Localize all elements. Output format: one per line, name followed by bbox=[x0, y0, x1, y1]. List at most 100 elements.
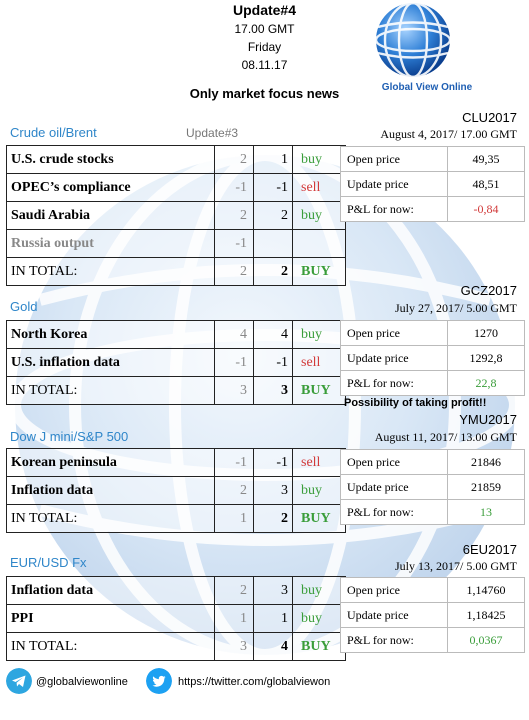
signal: BUY bbox=[292, 376, 346, 405]
signal: buy bbox=[292, 201, 346, 230]
gold-price-table: Open price 1270 Update price 1292,8 P&L fo… bbox=[340, 320, 525, 396]
table-row: North Korea 4 4 buy bbox=[6, 320, 346, 349]
contract-code: YMU2017 bbox=[459, 412, 517, 427]
current-score: 1 bbox=[253, 145, 293, 174]
section-title-dow-j: Dow J mini/S&P 500 bbox=[10, 429, 129, 444]
pl-value: 13 bbox=[447, 499, 525, 525]
telegram-icon[interactable] bbox=[6, 668, 32, 694]
open-price-value: 49,35 bbox=[447, 146, 525, 172]
pl-label: P&L for now: bbox=[340, 196, 448, 222]
open-price-label: Open price bbox=[340, 320, 448, 346]
section-title-eur-usd: EUR/USD Fx bbox=[10, 555, 87, 570]
previous-score: 1 bbox=[214, 604, 254, 633]
table-row: Russia output -1 bbox=[6, 229, 346, 258]
update-price-value: 21859 bbox=[447, 474, 525, 500]
current-score: 3 bbox=[253, 476, 293, 505]
gold-indicator-table: North Korea 4 4 buy U.S. inflation data … bbox=[6, 320, 346, 405]
update-date: 08.11.17 bbox=[241, 58, 288, 72]
signal: buy bbox=[292, 576, 346, 605]
open-price-value: 21846 bbox=[447, 449, 525, 475]
open-price-value: 1270 bbox=[447, 320, 525, 346]
current-score: 4 bbox=[253, 632, 293, 661]
current-score: 3 bbox=[253, 576, 293, 605]
section-title-gold: Gold bbox=[10, 299, 38, 314]
signal: sell bbox=[292, 448, 346, 477]
indicator-name: Inflation data bbox=[6, 576, 215, 605]
current-score: 4 bbox=[253, 320, 293, 349]
open-price-label: Open price bbox=[340, 449, 448, 475]
contract-date: July 27, 2017/ 5.00 GMT bbox=[394, 301, 517, 315]
indicator-name: Korean peninsula bbox=[6, 448, 215, 477]
table-row-total: IN TOTAL: 2 2 BUY bbox=[6, 257, 346, 286]
section-title-crude-oil: Crude oil/Brent bbox=[10, 125, 97, 140]
current-score: -1 bbox=[253, 448, 293, 477]
previous-score: 2 bbox=[214, 145, 254, 174]
table-row: Inflation data 2 3 buy bbox=[6, 576, 346, 605]
contract-date: July 13, 2017/ 5.00 GMT bbox=[394, 559, 517, 573]
table-row: Korean peninsula -1 -1 sell bbox=[6, 448, 346, 477]
table-row: U.S. crude stocks 2 1 buy bbox=[6, 145, 346, 174]
twitter-url[interactable]: https://twitter.com/globalviewon bbox=[178, 676, 331, 688]
table-row: Inflation data 2 3 buy bbox=[6, 476, 346, 505]
current-score bbox=[253, 229, 293, 258]
previous-score: 1 bbox=[214, 504, 254, 533]
contract-code: GCZ2017 bbox=[460, 283, 517, 298]
update-price-value: 48,51 bbox=[447, 171, 525, 197]
eur-usd-price-table: Open price 1,14760 Update price 1,18425 P&… bbox=[340, 577, 525, 653]
contract-date: August 11, 2017/ 13.00 GMT bbox=[374, 430, 517, 444]
open-price-label: Open price bbox=[340, 577, 448, 603]
table-row-total: IN TOTAL: 3 3 BUY bbox=[6, 376, 346, 405]
current-score: 3 bbox=[253, 376, 293, 405]
previous-update-label: Update#3 bbox=[186, 126, 239, 140]
pl-value: 0,0367 bbox=[447, 627, 525, 653]
total-label: IN TOTAL: bbox=[6, 632, 215, 661]
pl-label: P&L for now: bbox=[340, 627, 448, 653]
update-price-label: Update price bbox=[340, 345, 448, 371]
previous-score: -1 bbox=[214, 229, 254, 258]
telegram-handle[interactable]: @globalviewonline bbox=[36, 676, 128, 688]
twitter-icon[interactable] bbox=[146, 668, 172, 694]
signal: sell bbox=[292, 173, 346, 202]
profit-note: Possibility of taking profit!! bbox=[344, 397, 487, 409]
contract-date: August 4, 2017/ 17.00 GMT bbox=[380, 127, 517, 141]
current-score: 2 bbox=[253, 201, 293, 230]
signal: buy bbox=[292, 145, 346, 174]
current-score: 2 bbox=[253, 504, 293, 533]
table-row: U.S. inflation data -1 -1 sell bbox=[6, 348, 346, 377]
globe-logo bbox=[374, 1, 452, 79]
dow-j-indicator-table: Korean peninsula -1 -1 sell Inflation da… bbox=[6, 448, 346, 533]
contract-code: CLU2017 bbox=[462, 110, 517, 125]
update-title: Update#4 bbox=[232, 2, 297, 18]
signal: sell bbox=[292, 348, 346, 377]
indicator-name: North Korea bbox=[6, 320, 215, 349]
signal: BUY bbox=[292, 504, 346, 533]
signal: BUY bbox=[292, 257, 346, 286]
indicator-name: Saudi Arabia bbox=[6, 201, 215, 230]
indicator-name: U.S. crude stocks bbox=[6, 145, 215, 174]
update-price-value: 1292,8 bbox=[447, 345, 525, 371]
update-price-label: Update price bbox=[340, 474, 448, 500]
current-score: -1 bbox=[253, 348, 293, 377]
pl-label: P&L for now: bbox=[340, 370, 448, 396]
contract-code: 6EU2017 bbox=[462, 542, 517, 557]
signal bbox=[292, 229, 346, 258]
signal: buy bbox=[292, 604, 346, 633]
total-label: IN TOTAL: bbox=[6, 257, 215, 286]
table-row: Saudi Arabia 2 2 buy bbox=[6, 201, 346, 230]
pl-value: 22,8 bbox=[447, 370, 525, 396]
indicator-name: Inflation data bbox=[6, 476, 215, 505]
table-row-total: IN TOTAL: 1 2 BUY bbox=[6, 504, 346, 533]
open-price-value: 1,14760 bbox=[447, 577, 525, 603]
open-price-label: Open price bbox=[340, 146, 448, 172]
signal: buy bbox=[292, 320, 346, 349]
previous-score: 4 bbox=[214, 320, 254, 349]
table-row-total: IN TOTAL: 3 4 BUY bbox=[6, 632, 346, 661]
update-price-value: 1,18425 bbox=[447, 602, 525, 628]
dow-j-price-table: Open price 21846 Update price 21859 P&L fo… bbox=[340, 449, 525, 525]
eur-usd-indicator-table: Inflation data 2 3 buy PPI 1 1 buy IN TO… bbox=[6, 576, 346, 661]
current-score: -1 bbox=[253, 173, 293, 202]
indicator-name: OPEC’s compliance bbox=[6, 173, 215, 202]
previous-score: 3 bbox=[214, 376, 254, 405]
current-score: 1 bbox=[253, 604, 293, 633]
signal: BUY bbox=[292, 632, 346, 661]
